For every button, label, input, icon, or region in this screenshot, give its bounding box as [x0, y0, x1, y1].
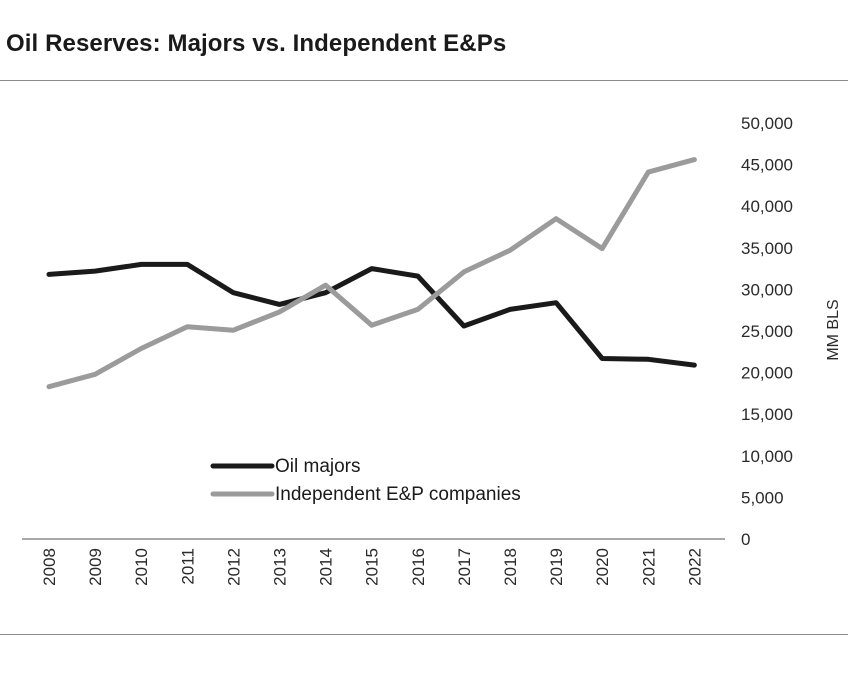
x-tick-label: 2012: [224, 548, 243, 586]
x-tick-label: 2014: [317, 548, 336, 586]
y-tick-label: 20,000: [741, 364, 793, 383]
y-tick-label: 10,000: [741, 447, 793, 466]
x-tick-label: 2015: [363, 548, 382, 586]
x-tick-label: 2019: [547, 548, 566, 586]
legend-label: Oil majors: [275, 456, 361, 477]
y-tick-label: 25,000: [741, 322, 793, 341]
legend-label: Independent E&P companies: [275, 484, 521, 505]
x-tick-label: 2022: [685, 548, 704, 586]
x-tick-label: 2013: [271, 548, 290, 586]
x-tick-label: 2018: [501, 548, 520, 586]
x-tick-label: 2020: [593, 548, 612, 586]
y-tick-label: 35,000: [741, 239, 793, 258]
chart-title: Oil Reserves: Majors vs. Independent E&P…: [6, 30, 507, 57]
x-tick-label: 2016: [409, 548, 428, 586]
series-line-independent-ep: [46, 157, 697, 390]
x-tick-label: 2009: [86, 548, 105, 586]
y-tick-label: 5,000: [741, 488, 784, 507]
y-tick-label: 0: [741, 530, 750, 549]
y-tick-label: 45,000: [741, 156, 793, 175]
x-tick-label: 2008: [40, 548, 59, 586]
series-line-oil-majors: [46, 261, 697, 368]
x-tick-label: 2021: [639, 548, 658, 586]
y-tick-label: 15,000: [741, 405, 793, 424]
y-tick-label: 40,000: [741, 197, 793, 216]
x-tick-label: 2017: [455, 548, 474, 586]
y-axis-label: MM BLS: [825, 299, 842, 360]
top-divider: [0, 80, 848, 81]
y-tick-label: 30,000: [741, 280, 793, 299]
bottom-divider: [0, 634, 848, 635]
y-tick-label: 50,000: [741, 114, 793, 133]
x-tick-label: 2011: [178, 548, 197, 585]
x-tick-label: 2010: [132, 548, 151, 586]
